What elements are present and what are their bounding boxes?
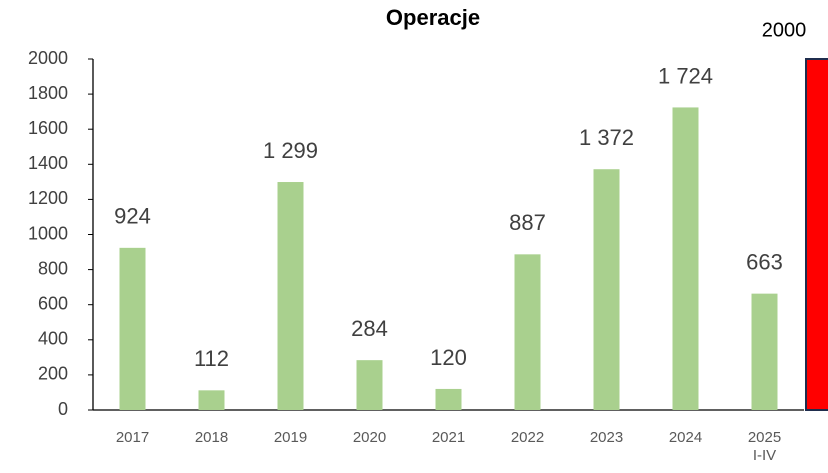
target-bar — [805, 58, 828, 411]
x-tick-label: 2020 — [352, 429, 387, 446]
y-tick-label: 1600 — [28, 118, 68, 138]
bar — [356, 360, 383, 410]
bar — [198, 390, 225, 410]
value-label: 284 — [351, 316, 388, 341]
value-label: 1 724 — [658, 63, 713, 88]
x-tick-label: 2022 — [510, 429, 545, 446]
x-tick-label: 2019 — [273, 429, 308, 446]
bar — [435, 388, 462, 410]
x-tick-label: 2021 — [431, 429, 466, 446]
target-label: 2000 — [762, 19, 807, 41]
y-tick-label: 600 — [38, 293, 68, 313]
bar — [672, 107, 699, 411]
bar — [119, 247, 146, 410]
value-label: 120 — [430, 345, 467, 370]
y-tick-label: 1400 — [28, 153, 68, 173]
y-tick-label: 800 — [38, 258, 68, 278]
bar — [593, 169, 620, 410]
x-tick-label: 2017 — [115, 429, 150, 446]
y-tick-label: 200 — [38, 364, 68, 384]
bar — [514, 254, 541, 410]
chart-title: Operacje — [386, 5, 480, 30]
y-tick-label: 1800 — [28, 83, 68, 103]
y-tick-label: 1000 — [28, 223, 68, 243]
value-label: 1 372 — [579, 125, 634, 150]
value-label: 112 — [194, 346, 229, 371]
bar — [277, 182, 304, 410]
value-label: 924 — [114, 204, 151, 229]
x-tick-label: 2025 I-IV — [747, 429, 782, 464]
x-tick-label: 2018 — [194, 429, 229, 446]
y-tick-label: 400 — [38, 329, 68, 349]
y-tick-label: 1200 — [28, 188, 68, 208]
x-tick-label: 2023 — [589, 429, 624, 446]
x-tick-label: 2024 — [668, 429, 703, 446]
value-label: 663 — [746, 249, 783, 274]
y-tick-label: 0 — [58, 399, 68, 419]
y-tick-label: 2000 — [28, 48, 68, 68]
value-label: 887 — [509, 210, 546, 235]
value-label: 1 299 — [263, 138, 318, 163]
bar — [751, 293, 778, 410]
